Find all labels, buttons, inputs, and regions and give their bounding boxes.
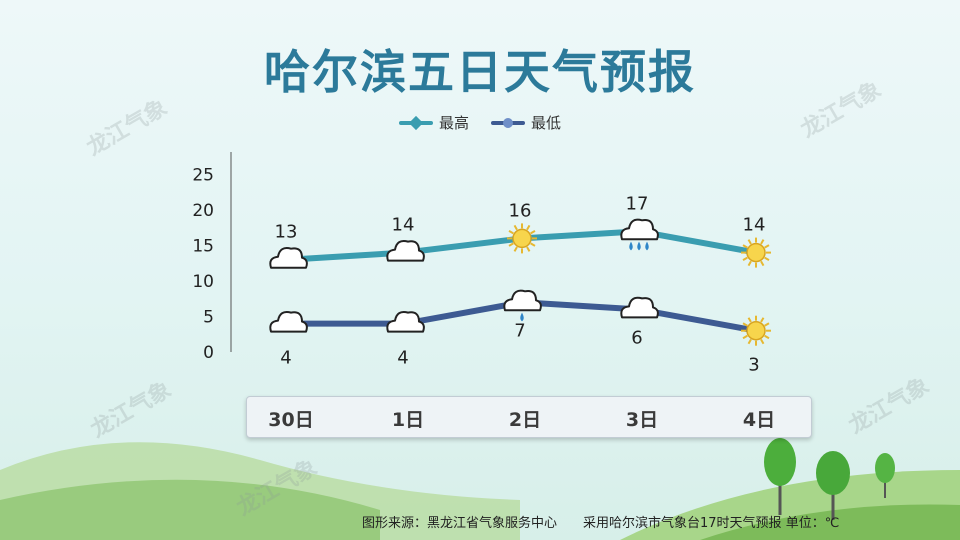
- cloudy-icon: [386, 239, 425, 262]
- date-label: 2日: [508, 409, 542, 431]
- footer: 图形来源：黑龙江省气象服务中心 采用哈尔滨市气象台17时天气预报 单位：℃: [362, 512, 839, 531]
- cloudy-icon: [620, 296, 659, 319]
- y-tick-label: 0: [203, 343, 214, 363]
- data-label: 13: [275, 222, 298, 243]
- data-label: 4: [397, 348, 408, 369]
- cloudy-icon: [386, 310, 425, 333]
- chart-legend: 最高 最低: [0, 112, 960, 133]
- data-label: 6: [631, 327, 642, 348]
- footer-note: 采用哈尔滨市气象台17时天气预报 单位：℃: [583, 516, 840, 531]
- data-label: 14: [392, 215, 415, 236]
- cloudy-icon: [269, 247, 308, 269]
- legend-label-low: 最低: [531, 114, 562, 132]
- footer-source: 图形来源：黑龙江省气象服务中心: [362, 516, 558, 531]
- cloudy-icon: [269, 310, 308, 333]
- data-label: 3: [748, 355, 759, 376]
- light-rain-icon: [503, 289, 542, 322]
- y-tick-label: 10: [192, 272, 214, 292]
- y-tick-label: 20: [192, 201, 214, 221]
- data-label: 7: [514, 320, 525, 341]
- sunny-icon: [507, 223, 537, 254]
- y-tick-label: 25: [192, 166, 214, 186]
- data-label: 4: [280, 348, 291, 369]
- date-bar: 30日 1日 2日 3日 4日: [246, 396, 812, 438]
- data-label: 17: [626, 193, 649, 214]
- date-label: 1日: [391, 409, 425, 431]
- data-label: 14: [743, 215, 766, 236]
- y-tick-label: 15: [192, 237, 214, 257]
- tree-icon: [764, 438, 895, 520]
- legend-swatch-low: [491, 117, 525, 128]
- date-label: 4日: [742, 409, 776, 431]
- legend-label-high: 最高: [438, 114, 469, 132]
- legend-swatch-high: [398, 115, 433, 130]
- y-tick-label: 5: [203, 308, 214, 328]
- legend-item-low: 最低: [491, 112, 561, 133]
- data-label: 16: [509, 200, 532, 221]
- sunny-icon: [741, 315, 771, 346]
- date-label: 3日: [625, 409, 659, 431]
- page-title: 哈尔滨五日天气预报: [264, 45, 696, 99]
- date-label: 30日: [268, 409, 314, 431]
- sunny-icon: [741, 237, 771, 268]
- legend-item-high: 最高: [398, 112, 469, 133]
- rain-icon: [620, 218, 659, 251]
